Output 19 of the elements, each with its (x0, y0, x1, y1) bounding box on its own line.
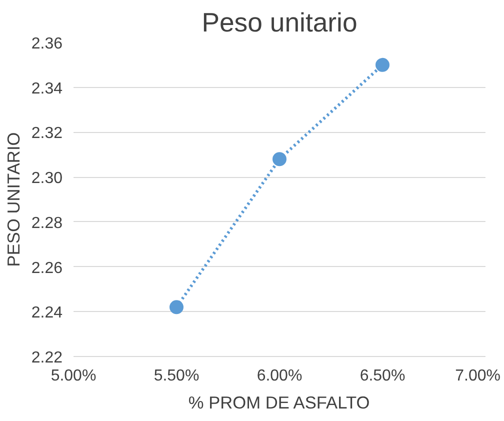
y-tick-label: 2.32 (31, 125, 63, 142)
x-axis-title: % PROM DE ASFALTO (188, 392, 370, 412)
y-tick-label: 2.36 (31, 36, 63, 52)
chart-title: Peso unitario (202, 8, 358, 38)
x-tick-label: 5.50% (154, 368, 200, 384)
y-axis-title: PESO UNITARIO (3, 132, 24, 267)
y-tick-label: 2.30 (31, 170, 63, 188)
point (170, 300, 184, 314)
y-tick-label: 2.24 (31, 304, 63, 322)
x-tick-label: 6.50% (360, 368, 406, 384)
point (376, 58, 390, 72)
y-tick-label: 2.28 (31, 214, 63, 232)
y-tick-label: 2.22 (31, 350, 63, 366)
x-tick-label: 5.00% (50, 368, 96, 384)
y-tick-label: 2.26 (31, 260, 63, 277)
x-tick-label: 7.00% (455, 368, 501, 384)
y-tick-label: 2.34 (31, 80, 63, 98)
point (272, 152, 286, 166)
x-tick-label: 6.00% (256, 368, 302, 384)
